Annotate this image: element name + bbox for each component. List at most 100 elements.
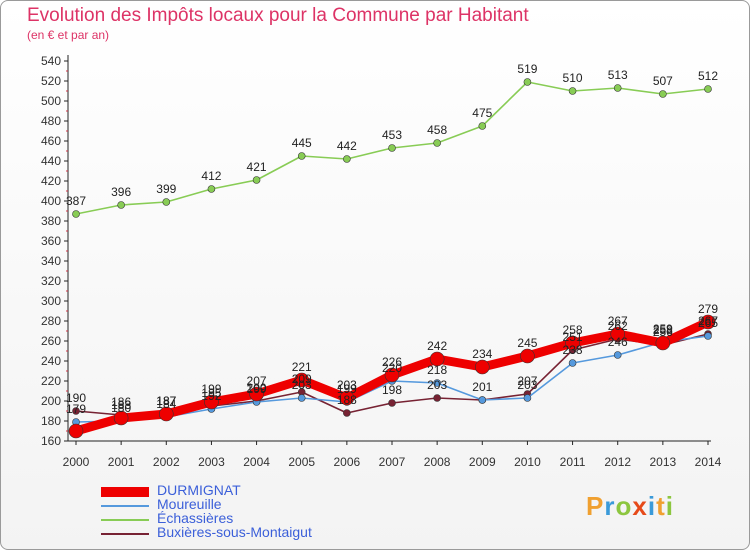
y-tick-label: 280 <box>41 314 61 328</box>
y-tick-label: 380 <box>41 214 61 228</box>
data-point-durmignat <box>474 359 490 375</box>
y-tick-label: 340 <box>41 254 61 268</box>
x-tick-label: 2005 <box>288 455 315 469</box>
data-label-buxieres-sous-montaigut: 201 <box>472 380 492 394</box>
x-tick-label: 2008 <box>424 455 451 469</box>
x-tick-label: 2004 <box>243 455 270 469</box>
data-label-moureuille: 199 <box>337 382 357 396</box>
data-label-echassieres: 421 <box>247 160 267 174</box>
data-label-durmignat: 242 <box>427 339 447 353</box>
logo-letter: i <box>647 491 657 521</box>
data-point-echassieres <box>297 152 306 160</box>
data-label-durmignat: 199 <box>201 382 221 396</box>
data-label-buxieres-sous-montaigut: 188 <box>337 393 357 407</box>
x-tick-label: 2003 <box>198 455 225 469</box>
x-tick-label: 2011 <box>560 455 586 469</box>
data-label-buxieres-sous-montaigut: 186 <box>111 395 131 409</box>
data-label-moureuille: 192 <box>201 389 221 403</box>
data-point-durmignat <box>294 372 310 388</box>
data-label-echassieres: 445 <box>292 136 312 150</box>
data-label-echassieres: 510 <box>563 71 583 85</box>
data-point-echassieres <box>252 176 261 184</box>
legend-label-echassieres: Échassières <box>157 510 234 526</box>
y-tick-label: 220 <box>41 374 61 388</box>
data-point-echassieres <box>523 78 532 86</box>
y-tick-label: 420 <box>41 174 61 188</box>
data-point-durmignat <box>700 314 716 330</box>
logo-letter: i <box>665 491 674 521</box>
data-label-moureuille: 220 <box>382 361 402 375</box>
data-label-echassieres: 475 <box>472 106 492 120</box>
data-point-durmignat <box>68 423 84 439</box>
data-point-echassieres <box>388 144 396 152</box>
data-label-moureuille: 203 <box>292 378 312 392</box>
data-point-durmignat <box>204 394 219 410</box>
data-label-durmignat: 258 <box>653 323 673 337</box>
y-tick-label: 440 <box>41 154 61 168</box>
data-point-moureuille <box>568 359 577 367</box>
data-point-buxieres-sous-montaigut <box>72 407 80 415</box>
data-point-durmignat <box>249 386 264 402</box>
data-point-durmignat <box>158 406 174 422</box>
data-point-echassieres <box>72 210 80 218</box>
data-point-moureuille <box>704 332 712 340</box>
data-point-echassieres <box>613 84 622 92</box>
data-point-durmignat <box>339 390 355 406</box>
data-point-moureuille <box>523 394 532 402</box>
data-label-buxieres-sous-montaigut: 267 <box>698 314 718 328</box>
data-label-buxieres-sous-montaigut: 198 <box>382 383 402 397</box>
x-tick-label: 2009 <box>469 455 496 469</box>
y-tick-label: 320 <box>41 274 61 288</box>
data-label-echassieres: 458 <box>427 123 447 137</box>
data-point-echassieres <box>659 90 667 98</box>
data-labels: 183 1871992072212032262422342452582672582… <box>66 62 718 416</box>
data-point-buxieres-sous-montaigut <box>343 409 351 417</box>
proxiti-logo: Proxiti <box>586 491 674 522</box>
legend-swatch-durmignat <box>101 487 149 497</box>
data-label-durmignat: 226 <box>382 355 402 369</box>
y-tick-label: 200 <box>41 394 61 408</box>
data-label-buxieres-sous-montaigut: 190 <box>66 391 86 405</box>
x-tick-label: 2012 <box>604 455 631 469</box>
y-tick-label: 360 <box>41 234 61 248</box>
data-label-echassieres: 507 <box>653 74 673 88</box>
logo-letter: P <box>586 491 605 521</box>
data-label-moureuille: 199 <box>247 382 267 396</box>
data-point-buxieres-sous-montaigut <box>388 399 396 407</box>
data-label-durmignat: 203 <box>337 378 357 392</box>
data-label-moureuille: 203 <box>517 378 537 392</box>
legend-label-buxieres: Buxières-sous-Montaigut <box>157 524 312 540</box>
logo-letter: o <box>615 491 633 521</box>
x-tick-label: 2010 <box>514 455 541 469</box>
data-label-durmignat: 267 <box>608 314 628 328</box>
logo-letter: x <box>632 491 648 521</box>
data-point-echassieres <box>117 201 125 209</box>
legend-swatch-echassieres <box>101 519 149 521</box>
legend-label-moureuille: Moureuille <box>157 496 222 512</box>
data-label-echassieres: 519 <box>517 62 537 76</box>
legend: DURMIGNAT Moureuille Échassières Buxière… <box>101 482 401 541</box>
data-label-buxieres-sous-montaigut: 203 <box>427 378 447 392</box>
data-label-buxieres-sous-montaigut: 262 <box>608 319 628 333</box>
data-label-durmignat: 258 <box>563 323 583 337</box>
logo-letter: t <box>656 491 666 521</box>
logo-letter: r <box>604 491 616 521</box>
x-tick-label: 2002 <box>153 455 180 469</box>
data-label-buxieres-sous-montaigut: 195 <box>201 386 221 400</box>
chart-title: Evolution des Impôts locaux pour la Comm… <box>27 5 529 26</box>
data-point-echassieres <box>162 198 171 206</box>
data-point-echassieres <box>704 85 712 93</box>
data-label-echassieres: 453 <box>382 128 402 142</box>
data-point-durmignat <box>429 351 445 367</box>
series-lines <box>68 78 716 439</box>
data-label-durmignat: 245 <box>517 336 537 350</box>
data-point-echassieres <box>433 139 441 147</box>
data-point-moureuille <box>297 394 306 402</box>
data-point-echassieres <box>343 155 351 163</box>
y-tick-label: 500 <box>41 94 61 108</box>
y-tick-label: 300 <box>41 294 61 308</box>
data-point-durmignat <box>520 348 535 364</box>
y-tick-label: 520 <box>41 74 61 88</box>
